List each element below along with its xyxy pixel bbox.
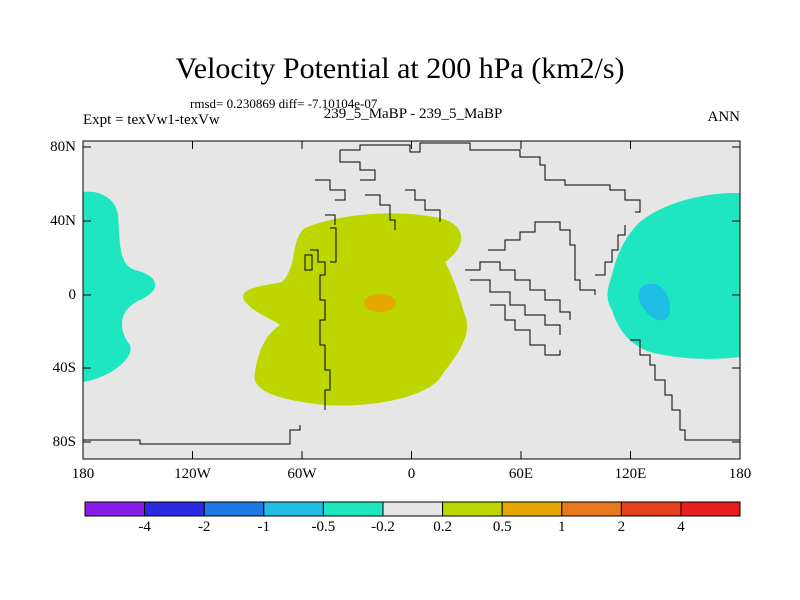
colorbar-box-2 [144, 501, 205, 517]
lat-ticks [83, 146, 740, 443]
negative-core-east [638, 283, 671, 321]
colorbar-box-11 [680, 501, 741, 517]
colorbar-label: -1 [257, 519, 271, 535]
season-label: ANN [707, 109, 741, 125]
lon-label-180e: 180 [728, 466, 752, 482]
case-label: 239_5_MaBP - 239_5_MaBP [323, 106, 503, 122]
colorbar-box-9 [561, 501, 622, 517]
lon-label-120e: 120E [614, 466, 647, 482]
lat-label-eq: 0 [68, 287, 77, 303]
colorbar-label: 0.5 [492, 519, 512, 535]
lon-label-180w: 180 [71, 466, 95, 482]
colorbar-box-5 [322, 501, 384, 517]
experiment-label: Expt = texVw1-texVw [83, 112, 220, 128]
positive-region-atlantic [243, 213, 468, 406]
lon-label-0: 0 [407, 466, 416, 482]
lon-label-60e: 60E [508, 466, 534, 482]
lon-label-120w: 120W [174, 466, 211, 482]
colorbar-label: -0.2 [371, 519, 395, 535]
colorbar-box-7 [442, 501, 503, 517]
colorbar-label: 0.2 [433, 519, 452, 535]
colorbar [84, 501, 741, 517]
lat-label-40n: 40N [50, 213, 76, 229]
colorbar-label: -0.5 [311, 519, 336, 535]
lat-label-80s: 80S [52, 434, 76, 450]
stats-label: rmsd= 0.230869 diff= -7.10104e-07 [190, 96, 378, 111]
lat-label-40s: 40S [52, 360, 76, 376]
chart-title: Velocity Potential at 200 hPa (km2/s) [175, 52, 625, 85]
lon-ticks [82, 141, 741, 459]
colorbar-box-8 [501, 501, 563, 517]
lon-label-60w: 60W [287, 466, 317, 482]
colorbar-label: 4 [677, 519, 685, 535]
colorbar-box-3 [203, 501, 265, 517]
colorbar-label: 2 [617, 519, 626, 535]
colorbar-label: 1 [558, 519, 566, 535]
colorbar-box-10 [620, 501, 682, 517]
colorbar-box-4 [263, 501, 324, 517]
lat-label-80n: 80N [50, 139, 76, 155]
colorbar-label: -2 [197, 519, 211, 535]
coastlines [83, 142, 740, 445]
negative-region-east [607, 192, 740, 359]
colorbar-box-6 [382, 501, 444, 517]
colorbar-label: -4 [138, 519, 151, 535]
positive-core-atlantic [364, 294, 396, 312]
colorbar-box-1 [84, 501, 146, 517]
negative-region-west [83, 191, 156, 382]
